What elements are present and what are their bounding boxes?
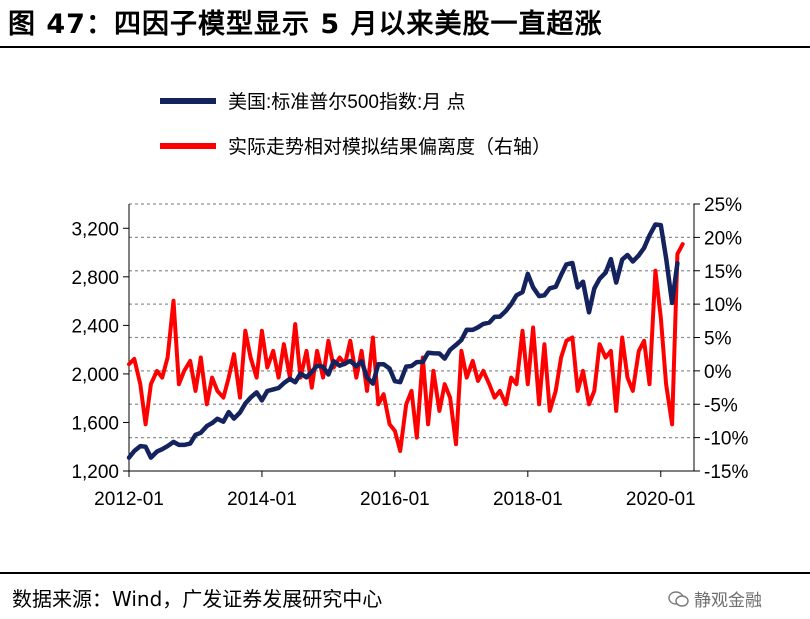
series-line-sp500	[126, 222, 680, 460]
y-right-tick-label: -5%	[704, 395, 738, 416]
x-tick-label: 2016-01	[360, 489, 430, 510]
watermark: 静观金融	[668, 586, 762, 611]
series-line-deviation	[127, 242, 685, 453]
wechat-icon	[668, 590, 690, 608]
y-right-tick-label: -15%	[704, 462, 748, 483]
y-left-tick-label: 3,200	[71, 219, 119, 240]
y-left-tick-label: 2,800	[71, 268, 119, 289]
y-right-ticks: -15% -10% -5% 0% 5% 10% 15% 20% 25%	[694, 195, 748, 483]
y-left-tick-label: 2,000	[71, 365, 119, 386]
y-left-tick-label: 1,600	[71, 413, 119, 434]
chart: 2012-01 2014-01 2016-01 2018-01 2020-01 1,20…	[71, 91, 748, 510]
y-left-ticks: 1,200 1,600 2,000 2,400 2,800 3,200	[71, 219, 129, 483]
y-right-tick-label: 5%	[704, 329, 732, 350]
y-left-tick-label: 2,400	[71, 316, 119, 337]
title-divider	[0, 46, 810, 48]
watermark-text: 静观金融	[694, 591, 762, 611]
y-right-tick-label: -10%	[704, 429, 748, 450]
x-tick-label: 2014-01	[227, 489, 297, 510]
y-right-tick-label: 0%	[704, 362, 732, 383]
y-right-tick-label: 15%	[704, 262, 742, 283]
legend: 美国:标准普尔500指数:月 点 实际走势相对模拟结果偏离度（右轴）	[160, 91, 551, 158]
y-right-tick-label: 20%	[704, 228, 742, 249]
legend-label-deviation: 实际走势相对模拟结果偏离度（右轴）	[228, 136, 551, 158]
chart-title: 图 47：四因子模型显示 5 月以来美股一直超涨	[8, 9, 603, 40]
x-axis-ticks: 2012-01 2014-01 2016-01 2018-01 2020-01	[94, 471, 696, 510]
footer-divider	[0, 572, 810, 574]
source-note: 数据来源：Wind，广发证券发展研究中心	[12, 587, 383, 611]
y-right-tick-label: 10%	[704, 295, 742, 316]
x-tick-label: 2020-01	[626, 489, 696, 510]
y-left-tick-label: 1,200	[71, 462, 119, 483]
x-tick-label: 2012-01	[94, 489, 164, 510]
legend-label-sp500: 美国:标准普尔500指数:月 点	[228, 91, 466, 113]
series-lines	[126, 222, 685, 460]
y-right-tick-label: 25%	[704, 195, 742, 216]
x-tick-label: 2018-01	[493, 489, 563, 510]
